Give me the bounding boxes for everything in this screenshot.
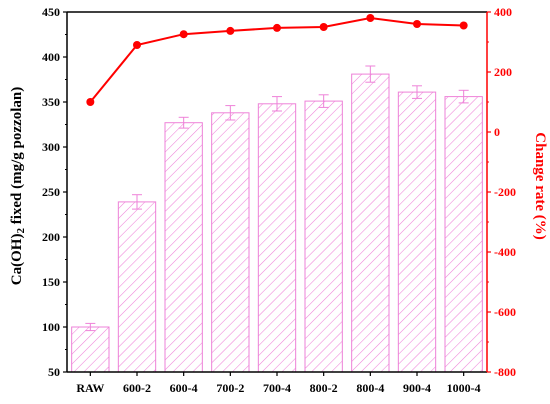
line-point-700-4 [273, 23, 281, 32]
x-tick-label: 600-4 [170, 381, 198, 395]
line-point-1000-4 [459, 21, 468, 30]
line-point-800-4 [366, 14, 375, 22]
x-tick-label: 800-2 [310, 381, 338, 395]
y-tick-label: 150 [42, 275, 60, 289]
y-tick-label: 450 [42, 5, 60, 19]
y2-axis-title: Change rate (%) [532, 132, 548, 239]
bar-RAW [71, 326, 110, 373]
line-point-600-4 [179, 30, 188, 39]
bar-700-2 [211, 112, 250, 373]
y-tick-label: 300 [42, 140, 60, 154]
bar-600-2 [117, 201, 157, 373]
x-tick-label: 700-4 [263, 381, 291, 395]
x-tick-label: 1000-4 [447, 381, 481, 395]
bars-group [71, 65, 483, 373]
x-tick-label: RAW [76, 381, 104, 395]
bar-700-4 [257, 103, 297, 373]
bar-800-4 [351, 73, 390, 373]
y-tick-label: 350 [42, 95, 60, 109]
line-point-900-4 [413, 20, 421, 28]
line-point-800-2 [319, 23, 328, 31]
y2-tick-label: 200 [494, 65, 512, 79]
y-tick-label: 50 [48, 365, 60, 379]
bar-800-2 [304, 100, 343, 373]
line-point-RAW [86, 98, 95, 106]
y-tick-label: 200 [42, 230, 60, 244]
y-tick-label: 250 [42, 185, 60, 199]
line-point-600-2 [133, 41, 141, 49]
x-tick-label: 800-4 [356, 381, 384, 395]
y2-tick-label: -200 [494, 185, 516, 199]
axes-group: 50 100 150 200 250 300 350 400 450 -800 -600 -400 -2… [42, 5, 516, 395]
y-axis-title: Ca(OH)2 fixed (mg/g pozzolan) [9, 87, 27, 285]
y2-tick-label: 400 [494, 5, 512, 19]
line-point-700-2 [226, 26, 235, 35]
x-tick-label: 700-2 [216, 381, 244, 395]
y2-tick-label: 0 [494, 125, 500, 139]
y-tick-label: 400 [42, 50, 60, 64]
bar-600-4 [164, 122, 203, 373]
y2-tick-label: -800 [494, 365, 516, 379]
bar-900-4 [397, 91, 437, 373]
y2-tick-label: -600 [494, 305, 516, 319]
bar-1000-4 [444, 96, 483, 373]
y2-tick-label: -400 [494, 245, 516, 259]
y-tick-label: 100 [42, 320, 60, 334]
x-tick-label: 900-4 [403, 381, 431, 395]
x-tick-label: 600-2 [123, 381, 151, 395]
line-series-group [86, 14, 468, 106]
